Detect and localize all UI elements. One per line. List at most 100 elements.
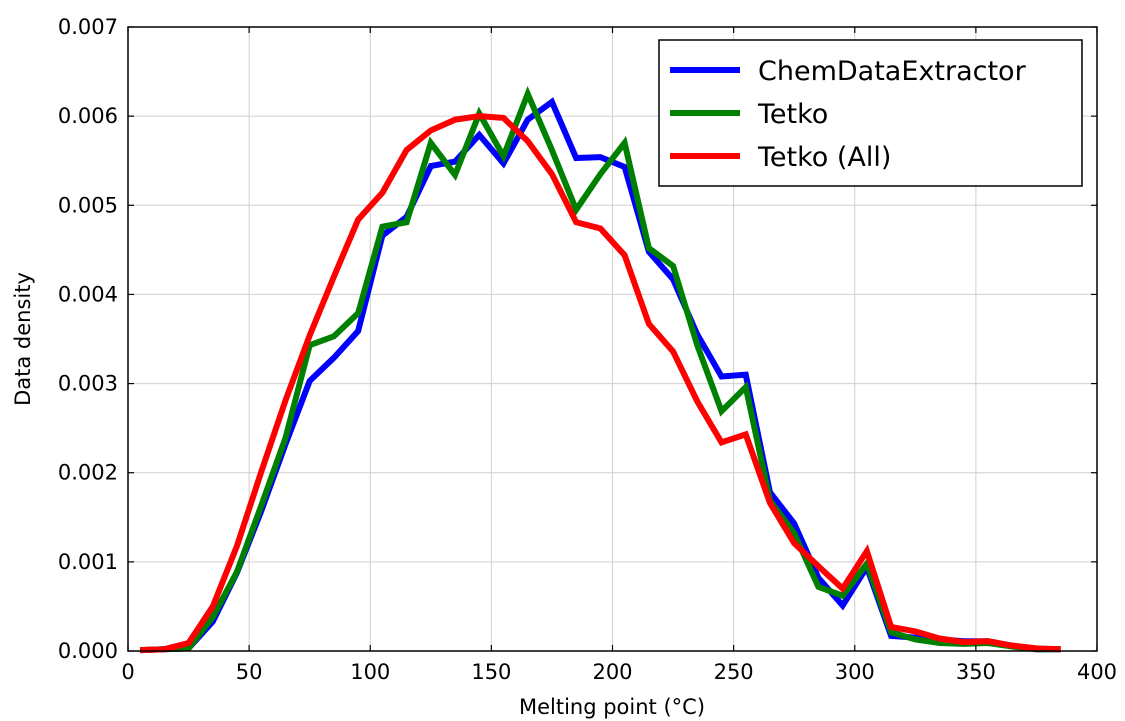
data-point (1036, 648, 1037, 649)
x-tick-label: 150 (471, 660, 511, 684)
data-point (915, 631, 916, 632)
data-point (503, 163, 504, 164)
data-point (600, 228, 601, 229)
data-point (600, 174, 601, 175)
data-point (842, 588, 843, 589)
data-point (551, 101, 552, 102)
legend-entry: Tetko (All) (670, 142, 891, 173)
data-point (479, 134, 480, 135)
data-point (285, 437, 286, 438)
data-point (624, 142, 625, 143)
data-point (576, 158, 577, 159)
data-point (188, 648, 189, 649)
data-point (818, 566, 819, 567)
data-point (527, 141, 528, 142)
data-point (842, 605, 843, 606)
data-point (212, 606, 213, 607)
data-point (794, 523, 795, 524)
data-point (818, 586, 819, 587)
data-point (673, 351, 674, 352)
data-point (818, 577, 819, 578)
data-point (697, 401, 698, 402)
y-tick-label: 0.000 (58, 639, 118, 663)
x-tick-label: 400 (1077, 660, 1117, 684)
data-point (358, 219, 359, 220)
data-point (455, 119, 456, 120)
series-layer (140, 85, 1061, 654)
data-point (237, 571, 238, 572)
y-tick-label: 0.001 (58, 550, 118, 574)
data-point (479, 116, 480, 117)
data-point (745, 434, 746, 435)
series-line (140, 113, 1061, 654)
data-point (697, 345, 698, 346)
data-point (600, 157, 601, 158)
data-point (358, 313, 359, 314)
data-point (624, 255, 625, 256)
data-point (794, 543, 795, 544)
data-point (527, 119, 528, 120)
x-tick-label: 350 (956, 660, 996, 684)
data-point (963, 642, 964, 643)
legend-label: Tetko (757, 99, 828, 130)
data-point (624, 166, 625, 167)
data-point (576, 222, 577, 223)
data-point (721, 376, 722, 377)
data-point (188, 642, 189, 643)
data-point (891, 632, 892, 633)
data-point (648, 323, 649, 324)
legend-entry: Tetko (670, 99, 828, 130)
data-point (430, 142, 431, 143)
data-point (261, 471, 262, 472)
legend-label: Tetko (All) (757, 142, 891, 173)
data-point (551, 150, 552, 151)
x-tick-label: 0 (121, 660, 134, 684)
data-point (842, 595, 843, 596)
data-point (212, 617, 213, 618)
series-tetko-all (140, 113, 1061, 654)
data-point (673, 265, 674, 266)
x-tick-label: 50 (236, 660, 263, 684)
series-line (140, 85, 1061, 654)
data-point (866, 563, 867, 564)
legend: ChemDataExtractor Tetko Tetko (All) (658, 39, 1083, 187)
data-point (721, 442, 722, 443)
data-point (503, 117, 504, 118)
data-point (237, 545, 238, 546)
data-point (503, 156, 504, 157)
x-tick-label: 300 (835, 660, 875, 684)
data-point (430, 130, 431, 131)
data-point (939, 638, 940, 639)
data-point (333, 276, 334, 277)
legend-entries: ChemDataExtractor Tetko Tetko (All) (670, 56, 1027, 173)
series-tetko (140, 85, 1061, 654)
data-point (309, 335, 310, 336)
x-tick-label: 200 (592, 660, 632, 684)
data-point (1012, 645, 1013, 646)
data-point (527, 93, 528, 94)
data-point (333, 336, 334, 337)
data-point (721, 411, 722, 412)
data-point (406, 222, 407, 223)
data-point (382, 192, 383, 193)
data-point (794, 533, 795, 534)
data-point (939, 642, 940, 643)
y-tick-label: 0.003 (58, 372, 118, 396)
data-point (891, 626, 892, 627)
data-point (309, 380, 310, 381)
data-point (915, 639, 916, 640)
data-point (648, 248, 649, 249)
tick-labels: 0 50 100 150 200 250 300 350 400 0.000 0.001 0.002 0… (58, 15, 1117, 684)
data-point (430, 166, 431, 167)
data-point (551, 174, 552, 175)
data-point (673, 279, 674, 280)
y-tick-label: 0.002 (58, 461, 118, 485)
y-tick-label: 0.004 (58, 282, 118, 306)
data-point (866, 551, 867, 552)
data-point (382, 226, 383, 227)
data-point (455, 161, 456, 162)
data-point (745, 387, 746, 388)
data-point (285, 400, 286, 401)
data-point (769, 503, 770, 504)
